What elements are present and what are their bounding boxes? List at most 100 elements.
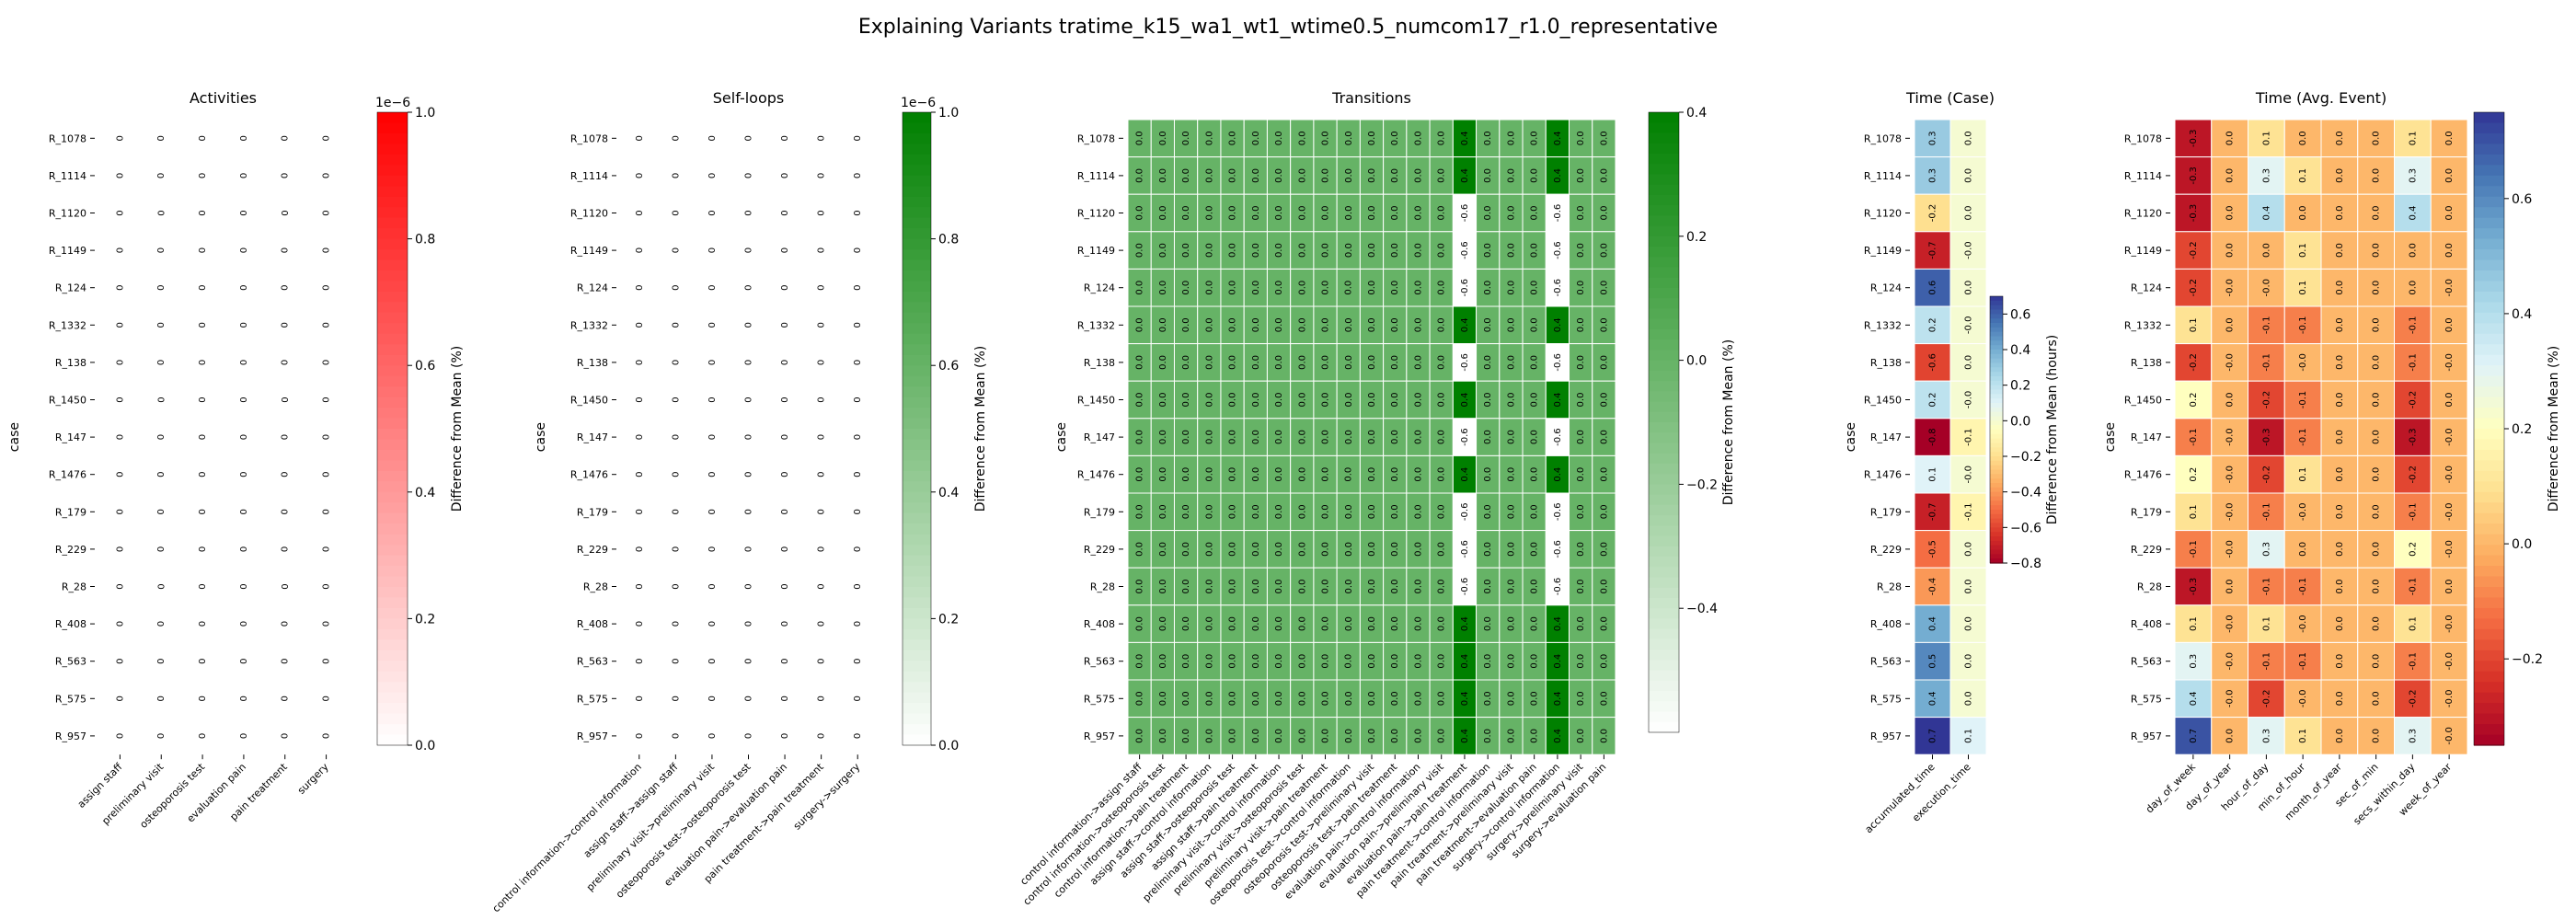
cell-value-label: -0.2	[2261, 690, 2271, 708]
colorbar-segment	[377, 597, 408, 609]
heatmap-cell	[1336, 679, 1361, 719]
colorbar-segment	[903, 692, 931, 704]
cell-value-label: 0.0	[1228, 580, 1238, 594]
heatmap-cell	[1914, 717, 1951, 755]
cell-value-label: 0	[156, 546, 167, 552]
cell-value-label: 0.0	[1344, 504, 1354, 519]
cell-value-label: 0	[744, 733, 754, 739]
row-tick-label: R_179	[1084, 506, 1115, 518]
cell-value-label: 0.0	[1251, 131, 1261, 145]
cell-value-label: 0.0	[1228, 243, 1238, 258]
cell-value-label: 0	[322, 546, 332, 552]
heatmap-cell	[2248, 530, 2285, 569]
colorbar-segment	[903, 481, 931, 493]
cell-value-label: 0.0	[1530, 281, 1540, 295]
heatmap-cell	[98, 268, 142, 307]
colorbar-segment	[903, 576, 931, 588]
colorbar-tick-label: 0.2	[2512, 422, 2532, 437]
cell-value-label: 0	[115, 472, 125, 477]
cell-value-label: 0.4	[1928, 616, 1938, 631]
cell-value-label: 0.0	[1530, 616, 1540, 631]
cell-value-label: 0	[671, 322, 681, 328]
cell-value-label: 0.0	[1964, 206, 1974, 221]
cell-value-label: 0.0	[1576, 393, 1586, 408]
cell-value-label: 0.0	[1437, 317, 1447, 332]
heatmap-cell	[2430, 305, 2468, 345]
cell-value-label: -0.0	[2298, 690, 2308, 708]
cell-value-label: 0	[707, 696, 718, 701]
colorbar-segment	[377, 186, 408, 198]
heatmap-cell	[765, 492, 804, 532]
heatmap-cell	[2211, 268, 2248, 307]
heatmap-cell	[1569, 679, 1593, 719]
cell-value-label: 0.0	[1576, 243, 1586, 258]
cell-value-label: 0.0	[1251, 467, 1261, 482]
heatmap-cell	[140, 492, 183, 532]
cell-value-label: 0.0	[2444, 393, 2455, 408]
cell-value-label: 0.0	[1251, 206, 1261, 221]
colorbar-tick-label: 0.0	[415, 739, 435, 753]
colorbar-tick-label: 0.0	[2010, 414, 2030, 429]
heatmap-cell	[1476, 717, 1501, 755]
colorbar-segment	[2474, 545, 2504, 557]
cell-value-label: 0.0	[1158, 430, 1168, 444]
colorbar-segment	[903, 397, 931, 408]
colorbar-segment	[903, 228, 931, 240]
cell-value-label: 0	[281, 135, 291, 141]
cell-value-label: 0.0	[1251, 281, 1261, 295]
heatmap-cell	[1359, 156, 1385, 195]
colorbar-segment	[377, 618, 408, 630]
colorbar-segment	[2474, 175, 2504, 187]
heatmap-cell	[1949, 717, 1987, 755]
row-tick-label: R_1114	[49, 170, 86, 182]
cell-value-label: -0.0	[2225, 615, 2236, 633]
cell-value-label: 0.0	[1135, 729, 1145, 743]
cell-value-label: 0.0	[1158, 654, 1168, 669]
heatmap-cell	[1476, 268, 1501, 307]
cell-value-label: -0.3	[2261, 428, 2271, 446]
cell-value-label: 0	[156, 621, 167, 627]
heatmap-cell	[730, 119, 767, 158]
colorbar-segment	[903, 639, 931, 651]
colorbar-tick-label: −0.4	[1686, 602, 1718, 616]
cell-value-label: 0	[635, 285, 645, 291]
colorbar-segment	[377, 333, 408, 345]
cell-value-label: -0.1	[2298, 391, 2308, 409]
colorbar-segment	[1649, 153, 1679, 165]
cell-value-label: 0.0	[1413, 467, 1423, 482]
cell-value-label: 0.0	[1506, 317, 1516, 332]
cell-value-label: 0	[198, 583, 208, 589]
colorbar-segment	[1990, 554, 2003, 559]
cell-value-label: 0.0	[1228, 281, 1238, 295]
cell-value-label: 0.0	[2372, 580, 2382, 594]
colorbar-segment	[1990, 545, 2003, 551]
colorbar-segment	[377, 418, 408, 430]
colorbar-segment	[1649, 194, 1679, 206]
column-tick-label: surgery->surgery	[791, 761, 863, 833]
heatmap-cell	[2320, 268, 2359, 307]
colorbar-segment	[1990, 372, 2003, 377]
heatmap-cell	[693, 193, 731, 233]
cell-value-label: 0.0	[1181, 504, 1191, 519]
colorbar-segment	[1649, 401, 1679, 413]
heatmap-cell	[765, 679, 804, 719]
heatmap-cell	[1266, 418, 1292, 456]
cell-value-label: 0	[744, 173, 754, 178]
heatmap-cell	[1476, 679, 1501, 719]
cell-value-label: 0	[671, 397, 681, 402]
cell-value-label: -0.6	[1460, 428, 1470, 446]
cell-value-label: 0.3	[2261, 542, 2271, 557]
colorbar-segment	[1990, 296, 2003, 302]
cell-value-label: 0	[322, 322, 332, 328]
cell-value-label: 0.0	[1321, 131, 1331, 145]
cell-value-label: 0	[239, 434, 249, 440]
heatmap-cell	[1173, 492, 1199, 532]
colorbar-segment	[1649, 411, 1679, 423]
colorbar-segment	[377, 628, 408, 640]
cell-value-label: 0.0	[1964, 691, 1974, 706]
colorbar-segment	[377, 692, 408, 704]
cell-value-label: 0	[322, 696, 332, 701]
figure-title: Explaining Variants tratime_k15_wa1_wt1_…	[858, 16, 1718, 39]
cell-value-label: -0.0	[2444, 503, 2455, 522]
row-tick-label: R_408	[1870, 618, 1902, 630]
